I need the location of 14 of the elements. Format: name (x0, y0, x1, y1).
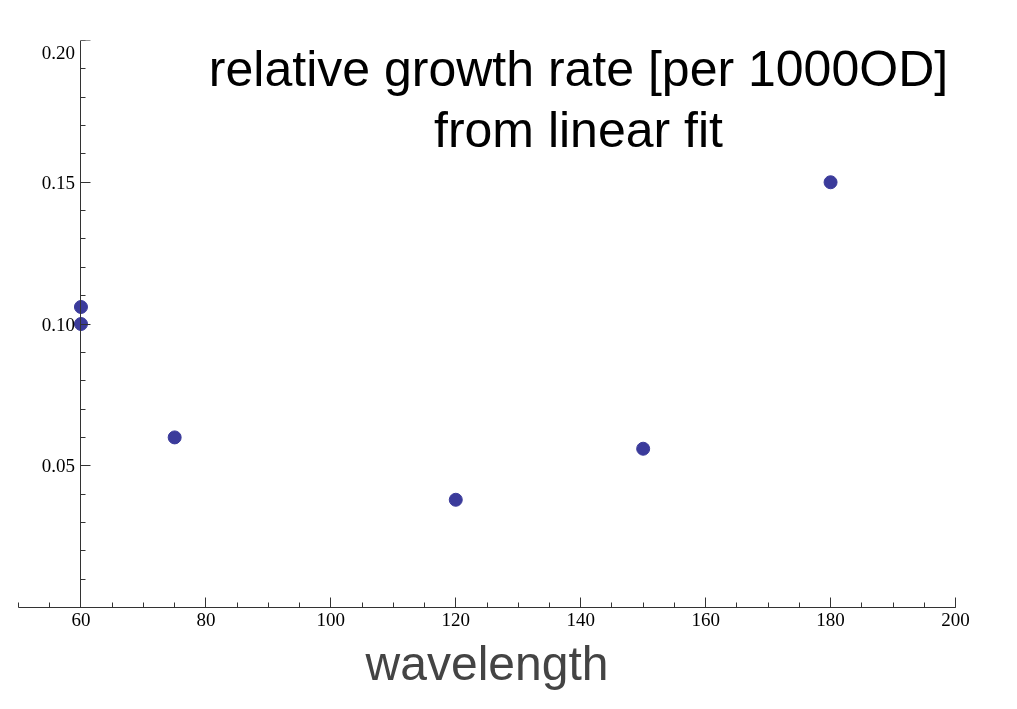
x-tick-label: 80 (196, 608, 216, 630)
y-tick-label: 0.05 (41, 455, 75, 477)
x-tick-label: 140 (566, 608, 595, 630)
x-tick-label: 60 (71, 608, 91, 630)
x-tick-label: 180 (816, 608, 845, 630)
x-tick-label: 200 (941, 608, 970, 630)
x-tick-label: 120 (441, 608, 471, 630)
x-tick-label: 100 (316, 608, 346, 630)
y-tick-label: 0.15 (41, 171, 75, 193)
text: relative growth rate [per 1000OD] from linear fit (208, 40, 949, 159)
x-axis-title: wavelength (364, 636, 609, 690)
y-tick-label: 0.10 (41, 313, 75, 335)
x-tick-label: 160 (691, 608, 720, 630)
y-tick-label: 0.20 (41, 42, 75, 63)
